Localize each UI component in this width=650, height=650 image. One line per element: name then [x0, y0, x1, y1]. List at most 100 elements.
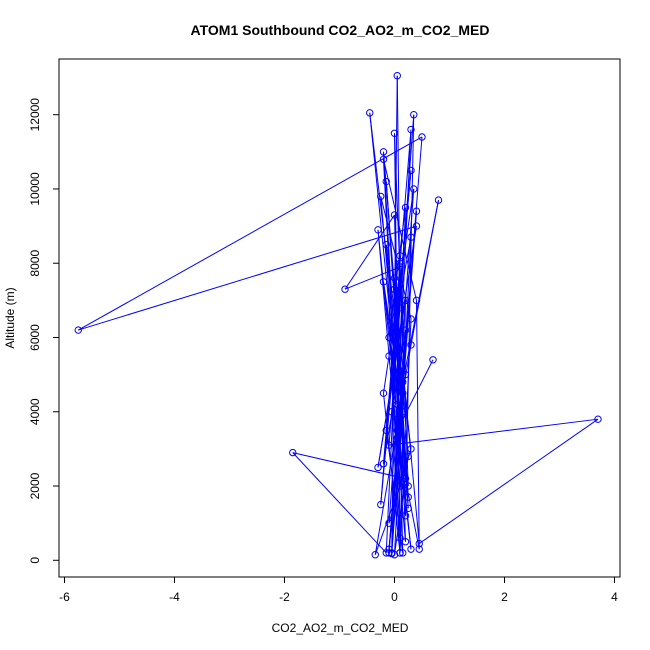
data-point — [379, 460, 388, 468]
data-point — [404, 452, 412, 461]
data-point — [396, 534, 404, 542]
series-line-segment — [78, 136, 423, 331]
data-point — [407, 233, 415, 241]
data-point — [407, 341, 415, 349]
data-point — [399, 378, 407, 386]
data-point — [390, 211, 399, 219]
data-point — [385, 519, 393, 527]
x-tick-label: -2 — [279, 590, 290, 604]
data-point — [341, 285, 349, 293]
x-axis: -6 -4 -2 0 2 4 — [59, 577, 618, 604]
data-point — [377, 192, 385, 201]
data-point — [382, 426, 390, 435]
series-line-segment — [344, 214, 395, 290]
data-point — [74, 326, 82, 334]
series-line-segment — [344, 266, 401, 290]
data-point — [374, 463, 382, 472]
x-tick-label: 2 — [501, 590, 508, 604]
y-tick-label: 2000 — [28, 472, 42, 499]
y-tick-label: 4000 — [28, 398, 42, 425]
series-line-segment — [394, 289, 409, 509]
y-axis-label: Altitude (m) — [3, 287, 17, 348]
data-point — [415, 539, 423, 548]
x-axis-label: CO2_AO2_m_CO2_MED — [272, 621, 409, 635]
data-point — [412, 222, 421, 230]
data-point — [594, 415, 602, 423]
data-point — [377, 500, 385, 509]
y-tick-label: 0 — [28, 557, 42, 564]
y-tick-label: 10000 — [28, 172, 42, 206]
data-point — [379, 155, 388, 163]
y-tick-label: 8000 — [28, 250, 42, 277]
data-point — [393, 400, 401, 409]
series-line-segment — [78, 225, 417, 331]
data-point — [289, 448, 297, 457]
data-point — [396, 252, 404, 260]
series-line-segment — [394, 278, 420, 544]
data-point — [410, 110, 418, 119]
data-point — [393, 434, 401, 442]
data-point — [399, 408, 407, 416]
series-line-segment — [292, 452, 387, 554]
data-point — [415, 545, 423, 553]
data-point — [390, 274, 399, 282]
data-point — [401, 474, 410, 483]
series-points — [74, 72, 602, 559]
chart-title: ATOM1 Southbound CO2_AO2_m_CO2_MED — [191, 22, 490, 38]
data-point — [396, 259, 404, 267]
series-line-segment — [380, 196, 412, 320]
data-point — [374, 226, 382, 234]
data-point — [407, 445, 415, 453]
data-point — [379, 389, 388, 397]
data-point — [399, 389, 407, 397]
data-point — [401, 512, 410, 520]
data-point — [393, 72, 401, 80]
data-point — [412, 296, 421, 305]
data-point — [385, 333, 393, 342]
data-point — [404, 493, 412, 501]
series-line-segment — [418, 418, 599, 544]
data-point — [385, 549, 393, 557]
series-line-segment — [402, 200, 439, 383]
data-point — [385, 352, 393, 360]
y-tick-label: 12000 — [28, 98, 42, 132]
data-point — [429, 356, 437, 364]
data-point — [396, 263, 404, 271]
data-point — [407, 545, 415, 553]
data-point — [393, 415, 401, 423]
data-point — [401, 296, 410, 305]
data-point — [396, 304, 404, 312]
data-point — [382, 240, 390, 249]
series-line-segment — [292, 452, 406, 480]
data-point — [379, 148, 388, 156]
series-line-segment — [388, 330, 406, 553]
data-point — [407, 166, 415, 175]
data-point — [418, 133, 426, 141]
data-point — [371, 551, 379, 559]
data-point — [385, 441, 393, 449]
series-line-segment — [388, 418, 599, 446]
data-point — [434, 196, 443, 204]
data-point — [396, 549, 404, 557]
data-point — [401, 538, 410, 546]
x-tick-label: -6 — [59, 590, 70, 604]
plot-frame — [58, 58, 621, 578]
data-point — [390, 285, 399, 293]
data-point — [379, 278, 388, 286]
data-point — [401, 326, 410, 334]
data-point — [390, 129, 399, 137]
data-point — [412, 207, 421, 215]
series-line-segment — [377, 229, 406, 542]
data-point — [396, 426, 404, 435]
y-axis: 0 2000 4000 6000 8000 10000 12000 — [28, 98, 59, 564]
series-line-segment — [383, 129, 412, 464]
data-point — [396, 482, 404, 490]
data-point — [382, 177, 390, 186]
data-point — [366, 109, 374, 117]
data-point — [404, 504, 412, 513]
x-tick-label: 4 — [611, 590, 618, 604]
data-point — [404, 482, 412, 490]
data-point — [399, 549, 407, 557]
